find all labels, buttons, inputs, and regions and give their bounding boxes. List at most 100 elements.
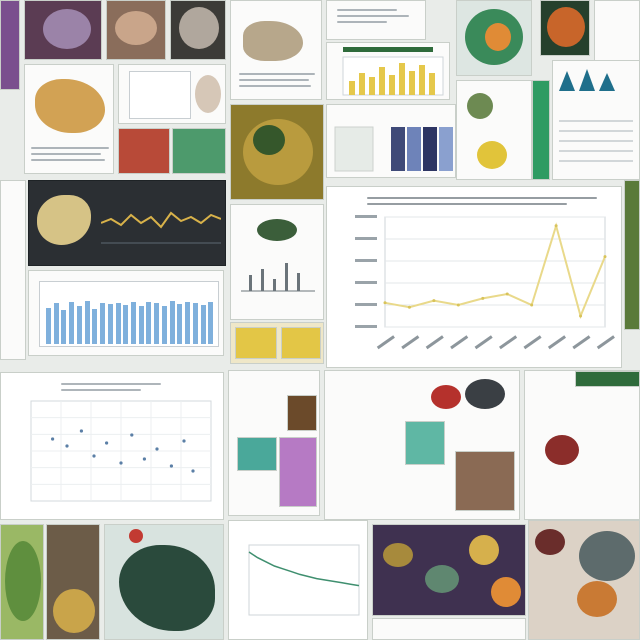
data-point xyxy=(432,299,436,303)
collage-tile-specimen-photo xyxy=(24,0,102,60)
vegetable-blob xyxy=(5,541,41,621)
bar xyxy=(200,305,206,344)
collage-tile-apparatus xyxy=(324,370,520,520)
collage-tile-dark-object xyxy=(170,0,226,60)
x-tick-label xyxy=(376,335,395,350)
bar xyxy=(177,303,183,344)
bar xyxy=(208,301,214,344)
scatter-point xyxy=(119,461,123,465)
collage-tile-shell xyxy=(46,524,100,640)
scatter-point xyxy=(155,447,159,451)
line-chart-svg xyxy=(355,215,615,350)
text-line xyxy=(239,73,315,75)
apparatus-teal xyxy=(405,421,445,465)
x-tick-label xyxy=(572,335,591,350)
red-organ-blob xyxy=(547,7,585,47)
x-tick-label xyxy=(596,335,615,350)
creature-red-dot xyxy=(129,529,143,543)
series-line xyxy=(384,222,606,320)
collage-tile-dark-signal xyxy=(28,180,226,266)
collage-tile-table xyxy=(552,60,640,180)
pattern-blob xyxy=(469,535,499,565)
bar xyxy=(107,303,113,344)
bar xyxy=(61,310,67,344)
chart-title-line xyxy=(61,389,141,391)
scatter-point xyxy=(182,439,186,443)
sprout-blob xyxy=(477,141,507,169)
collage-tile-green-organ xyxy=(456,0,532,76)
data-point xyxy=(456,303,460,307)
collage-tile-yellow-cards xyxy=(230,322,324,364)
bar xyxy=(192,303,198,344)
collage-tile-figure-grid xyxy=(228,370,320,516)
blue-bar-frame xyxy=(39,281,219,347)
mid-strip-histogram xyxy=(241,263,315,292)
collage-tile-right-green xyxy=(624,180,640,330)
bar xyxy=(53,303,59,344)
data-point xyxy=(505,292,509,296)
yellow-card xyxy=(281,327,321,359)
bar xyxy=(115,302,121,344)
bar xyxy=(146,302,152,344)
seaweed-blob xyxy=(243,21,303,61)
decay-line xyxy=(248,551,360,587)
data-point xyxy=(481,296,485,300)
mid-strip-thumb xyxy=(257,219,297,241)
sprout-leaf-blob xyxy=(467,93,493,119)
x-tick-label xyxy=(425,335,444,350)
yellow-bar-chart xyxy=(342,47,444,96)
y-tick-label xyxy=(355,259,377,262)
collage-tile-dark-creature xyxy=(104,524,224,640)
y-tick-label xyxy=(355,237,377,240)
bar xyxy=(46,308,51,344)
scatter-chart-svg xyxy=(30,400,212,502)
chart-title-line xyxy=(367,203,567,205)
bar xyxy=(69,302,75,344)
x-tick-label xyxy=(499,335,518,350)
text-line xyxy=(239,85,311,87)
data-point xyxy=(530,303,534,307)
x-tick-label xyxy=(474,335,493,350)
figure-pink xyxy=(279,437,317,507)
chart-title-line xyxy=(367,197,597,199)
bar xyxy=(131,301,136,344)
data-point xyxy=(554,224,558,228)
heatmap-panel xyxy=(334,126,453,172)
bar xyxy=(169,300,175,344)
y-tick-label xyxy=(355,303,377,306)
collage-tile-decay-chart xyxy=(228,520,368,640)
collage-tile-seaweed-sheet xyxy=(230,0,322,100)
small-plot-thumb xyxy=(195,75,221,113)
brown-organ-blob xyxy=(577,581,617,617)
small-plot-frame xyxy=(129,71,191,119)
y-tick-label xyxy=(355,325,377,328)
sample-blob xyxy=(115,11,157,45)
collage-tile-green-vegetable xyxy=(0,524,44,640)
text-line xyxy=(337,15,409,17)
collage-tile-heatmap xyxy=(326,104,456,178)
scatter-point xyxy=(92,454,96,458)
decay-chart-svg xyxy=(248,544,360,616)
figure-brown xyxy=(287,395,317,431)
creature-blob xyxy=(119,545,215,631)
scatter-point xyxy=(51,437,55,441)
specimen-blob xyxy=(43,9,91,49)
collage-tile-mid-strip xyxy=(230,204,324,320)
yellow-specimen-blob xyxy=(35,79,105,133)
data-point xyxy=(603,255,607,259)
signal-trace xyxy=(101,211,221,244)
scatter-point xyxy=(142,457,146,461)
pattern-blob xyxy=(425,565,459,593)
text-line xyxy=(31,147,109,149)
text-line xyxy=(31,153,101,155)
montage-green-bar xyxy=(575,371,639,387)
pattern-blob xyxy=(383,543,413,567)
dark-object-blob xyxy=(179,7,219,49)
collage-tile-red-organ xyxy=(540,0,590,56)
x-tick-label xyxy=(547,335,567,350)
collage-tile-scatter xyxy=(0,372,224,520)
bar xyxy=(84,301,90,344)
x-tick-label xyxy=(523,335,542,350)
bar xyxy=(76,305,82,344)
pattern-blob xyxy=(491,577,521,607)
